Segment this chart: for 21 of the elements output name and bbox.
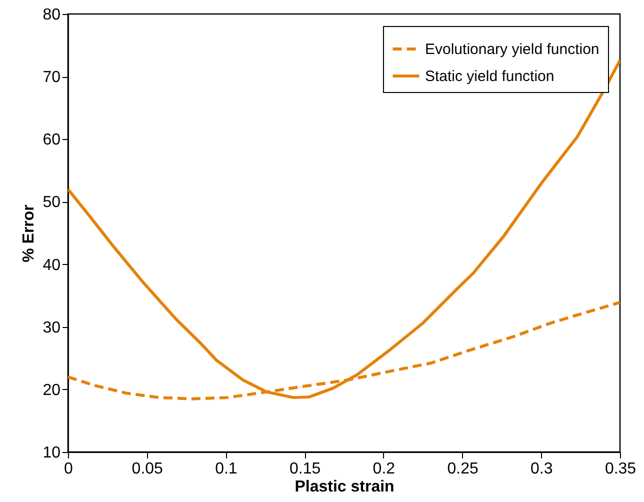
x-tick-label: 0.35 (604, 460, 636, 478)
y-tick-label: 10 (42, 444, 61, 462)
x-tick-label: 0.15 (290, 460, 321, 478)
y-tick-label: 80 (42, 6, 61, 24)
line-series (68, 58, 620, 400)
legend-label: Static yield function (425, 68, 554, 85)
y-tick-label: 70 (42, 69, 61, 86)
y-tick-label: 40 (42, 256, 61, 274)
x-tick-label: 0.05 (132, 460, 164, 478)
y-axis-title: % Error (20, 204, 38, 262)
x-tick-label: 0.25 (447, 460, 478, 478)
y-tick-label: 20 (42, 382, 61, 399)
y-tick-label: 60 (42, 132, 61, 149)
legend-label: Evolutionary yield function (425, 41, 600, 58)
x-axis-title: Plastic strain (294, 478, 394, 496)
y-tick-label: 30 (42, 319, 61, 336)
x-tick-label: 0.2 (372, 460, 396, 478)
x-tick-label: 0.3 (530, 460, 553, 478)
y-tick-label: 50 (42, 194, 61, 212)
x-tick-label: 0.1 (215, 460, 238, 478)
x-tick-label: 0 (64, 460, 74, 478)
